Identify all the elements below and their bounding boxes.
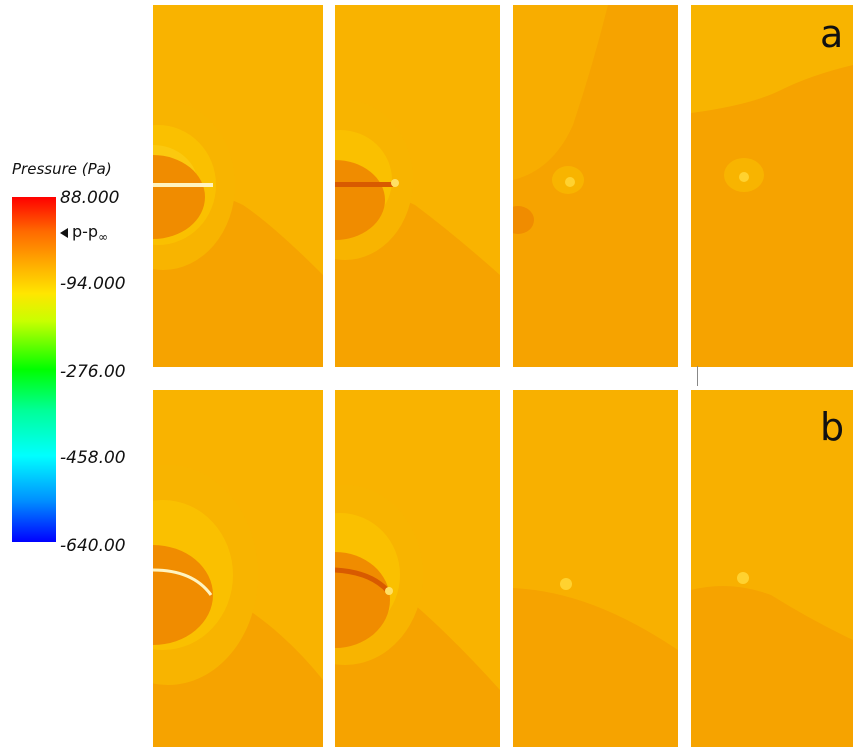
colorbar-tick-max: 88.000 xyxy=(60,188,120,208)
row-label-b: b xyxy=(820,405,845,449)
marker-label: p-p xyxy=(72,222,99,241)
panel-a2 xyxy=(335,5,500,367)
colorbar-tick-min: -640.00 xyxy=(60,536,126,556)
colorbar-title: Pressure (Pa) xyxy=(12,160,112,178)
colorbar xyxy=(12,197,56,542)
colorbar-tick-3: -276.00 xyxy=(60,362,126,382)
panel-b1 xyxy=(153,390,323,747)
colorbar-tick-2: -94.000 xyxy=(60,274,126,294)
panel-a3 xyxy=(513,5,678,367)
marker-subscript: ∞ xyxy=(98,230,109,245)
panel-b3 xyxy=(513,390,678,747)
separator-line xyxy=(697,366,698,386)
panel-a4 xyxy=(691,5,853,367)
colorbar-tick-4: -458.00 xyxy=(60,448,126,468)
panel-b2 xyxy=(335,390,500,747)
panel-b4 xyxy=(691,390,853,747)
row-label-a: a xyxy=(820,12,844,56)
colorbar-marker: p-p∞ xyxy=(60,222,108,244)
panel-a1 xyxy=(153,5,323,367)
marker-arrow-icon xyxy=(60,227,68,238)
